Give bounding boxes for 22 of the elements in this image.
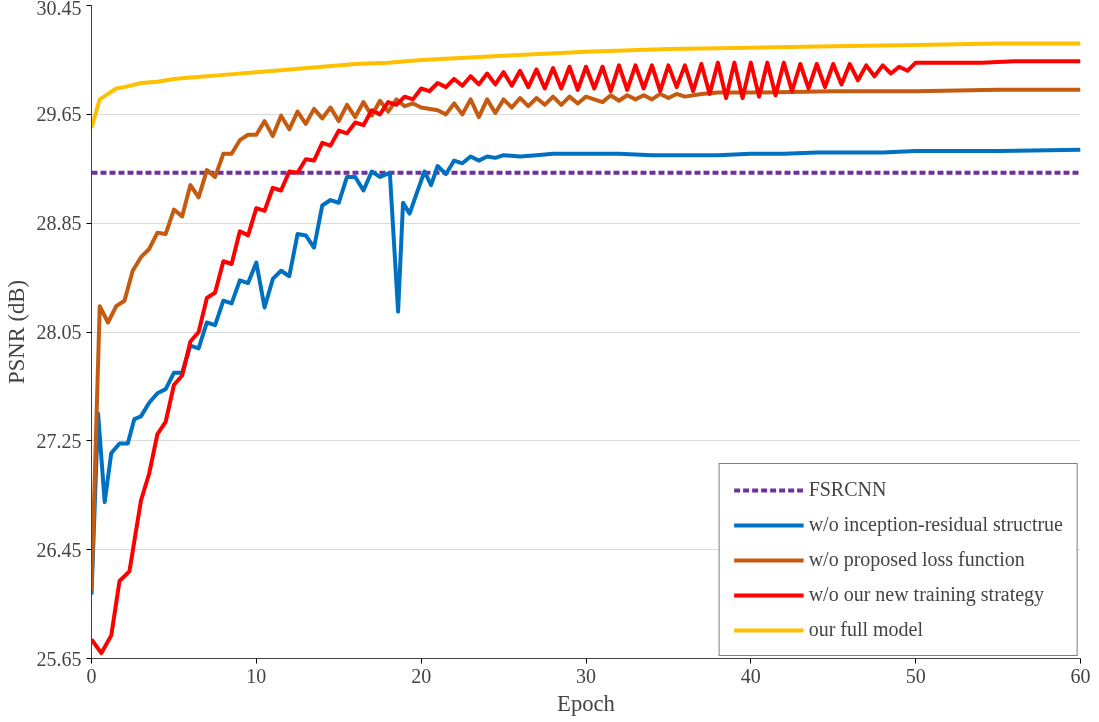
y-tick-label: 28.85 <box>36 212 82 235</box>
y-tick-label: 27.25 <box>36 429 82 452</box>
y-tick-label: 30.45 <box>36 0 82 19</box>
legend-label: w/o our new training strategy <box>808 583 1045 606</box>
y-tick-label: 29.65 <box>36 103 82 126</box>
x-tick-label: 60 <box>1070 664 1091 687</box>
legend-label: FSRCNN <box>808 478 887 501</box>
x-tick-label: 20 <box>411 664 432 687</box>
x-tick-label: 0 <box>86 664 97 687</box>
y-tick-label: 26.45 <box>36 538 82 561</box>
y-tick-label: 28.05 <box>36 321 82 343</box>
x-tick-label: 50 <box>905 664 926 687</box>
y-tick-label: 25.65 <box>36 647 82 670</box>
legend-label: w/o proposed loss function <box>808 548 1025 571</box>
legend-label: w/o inception-residual structrue <box>808 513 1063 536</box>
y-axis-title: PSNR (dB) <box>3 280 29 384</box>
legend-label: our full model <box>808 618 924 641</box>
x-tick-label: 10 <box>246 664 267 687</box>
x-tick-label: 30 <box>576 664 596 687</box>
x-axis-title: Epoch <box>557 690 616 716</box>
x-tick-label: 40 <box>740 664 761 687</box>
line-series <box>91 41 1081 130</box>
